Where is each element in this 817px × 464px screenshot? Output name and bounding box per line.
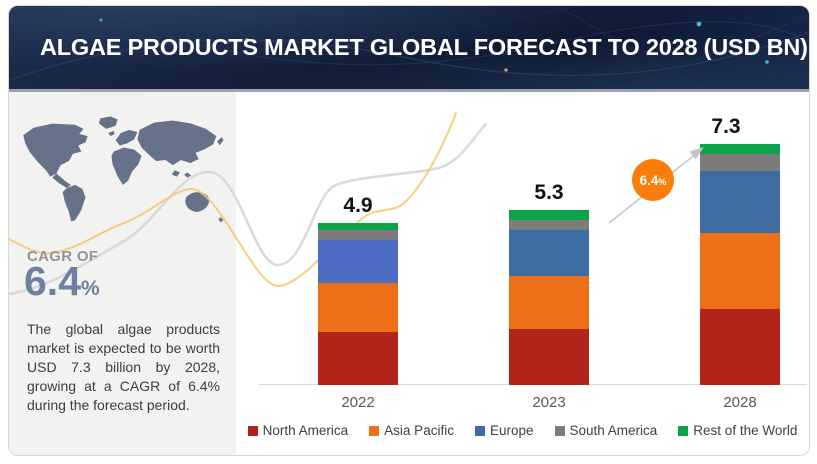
- legend-label: Rest of the World: [693, 423, 798, 438]
- growth-arrow-graphic: 6.4%: [608, 147, 704, 224]
- bar-segment-north-america-2028: [700, 309, 780, 385]
- stacked-bar-2028: [700, 144, 780, 385]
- bar-segment-north-america-2023: [509, 328, 589, 385]
- legend-swatch-icon: [678, 425, 689, 436]
- growth-badge-circle: [632, 159, 674, 201]
- cagr-value-number: 6.4: [24, 258, 81, 304]
- legend-label: North America: [262, 423, 349, 438]
- report-card: ALGAE PRODUCTS MARKET GLOBAL FORECAST TO…: [8, 5, 810, 456]
- bar-segment-asia-pacific-2028: [700, 233, 780, 310]
- forecast-chart: 4.9 2022 5.3 2023 7.3 2028 6.4% North America…: [236, 92, 809, 455]
- x-axis-label-2023: 2023: [532, 394, 566, 411]
- growth-badge-unit: %: [658, 177, 666, 187]
- x-axis-label-2028: 2028: [723, 394, 757, 411]
- chart-legend: North America Asia Pacific Europe South Ame…: [236, 423, 809, 438]
- bar-segment-europe-2023: [509, 229, 589, 277]
- growth-badge-text: 6.4%: [640, 173, 667, 188]
- bar-segment-europe-2028: [700, 170, 780, 234]
- x-axis-label-2022: 2022: [341, 394, 375, 411]
- growth-arrow-head: [689, 147, 704, 160]
- bar-segment-south-america-2023: [509, 220, 589, 230]
- legend-item-asia-pacific: Asia Pacific: [369, 423, 454, 438]
- growth-badge-value: 6.4: [640, 173, 659, 188]
- legend-item-south-america: South America: [554, 423, 658, 438]
- header-decoration-graphic: [9, 6, 809, 89]
- bar-total-label-2023: 5.3: [534, 181, 564, 205]
- bar-segment-asia-pacific-2023: [509, 276, 589, 329]
- legend-swatch-icon: [554, 425, 565, 436]
- world-map-image: [23, 116, 224, 223]
- legend-swatch-icon: [474, 425, 485, 436]
- legend-label: South America: [569, 423, 658, 438]
- legend-item-rest-of-the-world: Rest of the World: [678, 423, 797, 438]
- legend-swatch-icon: [369, 425, 380, 436]
- bar-segment-north-america-2022: [318, 332, 398, 385]
- page-title: ALGAE PRODUCTS MARKET GLOBAL FORECAST TO…: [40, 34, 808, 60]
- bar-total-label-2028: 7.3: [711, 115, 741, 139]
- legend-swatch-icon: [247, 425, 258, 436]
- header-separator: [9, 89, 809, 92]
- stacked-bar-2023: [509, 210, 589, 385]
- cagr-value-unit: %: [81, 277, 100, 300]
- legend-label: Europe: [489, 423, 534, 438]
- cagr-value: 6.4%: [24, 258, 100, 305]
- legend-item-north-america: North America: [247, 423, 349, 438]
- market-description: The global algae products market is expe…: [27, 321, 220, 413]
- sidebar: CAGR OF 6.4% The global algae products m…: [9, 92, 236, 455]
- bar-segment-rest-of-the-world-2028: [700, 144, 780, 154]
- bar-segment-rest-of-the-world-2023: [509, 210, 589, 220]
- header: ALGAE PRODUCTS MARKET GLOBAL FORECAST TO…: [9, 6, 809, 89]
- legend-item-europe: Europe: [474, 423, 534, 438]
- content-area: CAGR OF 6.4% The global algae products m…: [9, 92, 809, 455]
- bar-segment-south-america-2028: [700, 154, 780, 171]
- legend-label: Asia Pacific: [384, 423, 454, 438]
